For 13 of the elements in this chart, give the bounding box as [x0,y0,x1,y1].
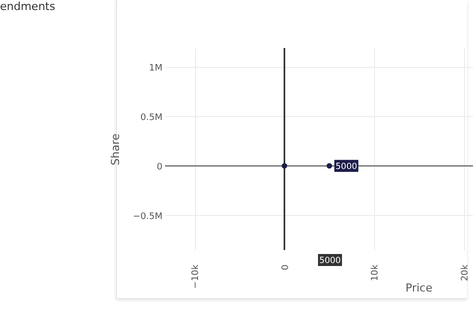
x-axis-title: Price [406,282,433,294]
x-tick-label: 10k [370,264,381,282]
y-tick-label: −0.5M [132,212,162,222]
y-tick-label: 1M [149,63,162,74]
y-axis-title: Share [108,133,122,166]
x-tick-label: 20k [460,264,471,282]
x-tick-label: −10k [191,264,202,289]
annotation: 5000 [336,162,358,172]
text: endments [0,0,56,13]
y-tick-label: 0 [156,162,163,172]
text: 5000 [319,256,341,266]
y-tick-label: 0.5M [140,112,162,123]
x-tick-label: 0 [280,264,291,270]
